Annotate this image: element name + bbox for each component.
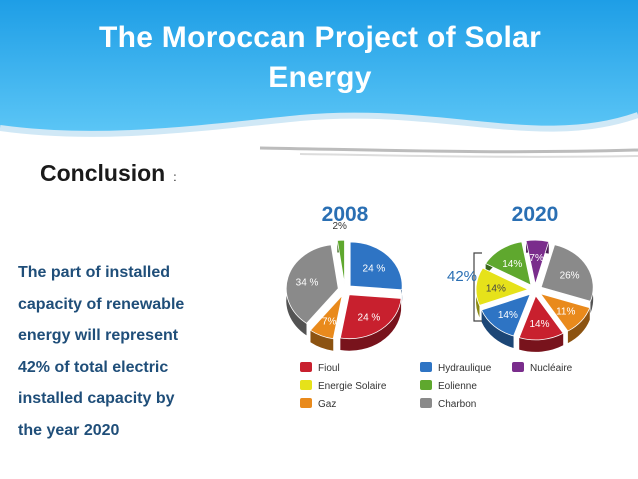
legend-swatch-fioul [300,362,312,372]
text-line: capacity of renewable [18,295,185,313]
bracket-annotation [473,252,482,322]
legend-swatch-nucl-aire [512,362,524,372]
text-line: energy will represent [18,327,179,344]
slice-label-2008-charbon: 34 % [296,277,319,288]
page-title: The Moroccan Project of Solar Energy [60,18,580,98]
pie-slice-2020-gaz [539,292,591,332]
pie-slice-2008-hydraulique [349,241,403,291]
slice-label-2020-hydraulique: 14% [498,310,518,321]
pie-slice-side-2020-gaz [567,307,590,344]
chart-year-2020: 2020 [512,203,559,226]
pie-slice-2020-hydraulique [481,293,531,337]
legend-swatch-hydraulique [420,362,432,372]
text-line: installed capacity by [18,390,175,407]
pie-slice-2020-charbon [540,244,594,302]
chart-year-2008: 2008 [322,203,369,226]
legend-label-hydraulique: Hydraulique [438,363,492,374]
legend-swatch-charbon [420,398,432,408]
pie-slice-2008-gaz [309,294,343,340]
conclusion-colon: : [173,170,177,184]
title-line-2: Energy [268,61,372,94]
slice-label-2008-hydraulique: 24 % [363,264,386,275]
legend-label-nucl-aire: Nucléaire [530,363,573,374]
header-banner [0,0,638,158]
text-line: The part of installed [18,264,171,281]
pie-slice-2008-eolienne [336,239,345,285]
conclusion-label: Conclusion [40,160,166,186]
text-line: the year 2020 [18,421,120,439]
slice-label-2020-eolienne: 14% [502,259,522,270]
title-line-1: The Moroccan Project of Solar [98,21,542,54]
text-line: 42% of total electric [18,358,169,376]
legend-label-eolienne: Eolienne [438,381,477,392]
legend-swatch-gaz [300,398,312,408]
slice-label-2020-charbon: 26% [560,270,580,281]
slice-label-2008-gaz: 7% [322,316,337,327]
annotation-42-percent: 42% [447,268,477,285]
pie-slice-2008-charbon [285,244,339,324]
slice-label-2020-fioul: 14% [530,319,550,330]
pie-slice-2008-fioul [339,294,402,340]
pie-slice-2020-eolienne [485,241,532,286]
pie-slice-2020-energie-solaire [475,267,530,306]
pie-slice-2020-nucl-aire [525,239,550,286]
pie-slice-side-2008-gaz [310,330,334,351]
legend-swatch-eolienne [420,380,432,390]
slice-label-2008-fioul: 24 % [358,312,381,323]
pie-slice-2020-fioul [518,295,564,341]
conclusion-text: The part of installed capacity of renewa… [18,257,233,446]
legend-label-gaz: Gaz [318,399,336,410]
slice-label-2020-gaz: 11% [556,307,575,318]
slice-label-2008-eolienne: 2% [332,221,347,232]
energy-mix-pie-charts: 2008 24 % 24 % 7% 34 % 2% 2020 26% 11% 14% 14% 14% 1… [285,203,594,410]
legend-label-charbon: Charbon [438,399,476,410]
conclusion-heading: Conclusion: [40,160,177,187]
legend-swatch-energie-solaire [300,380,312,390]
legend-label-energie-solaire: Energie Solaire [318,381,387,392]
slice-label-2020-nucl-aire: 7% [529,253,544,264]
legend-label-fioul: Fioul [318,363,340,374]
slice-label-2020-energie-solaire: 14% [486,284,506,295]
pie-slice-side-2008-fioul [340,298,402,351]
